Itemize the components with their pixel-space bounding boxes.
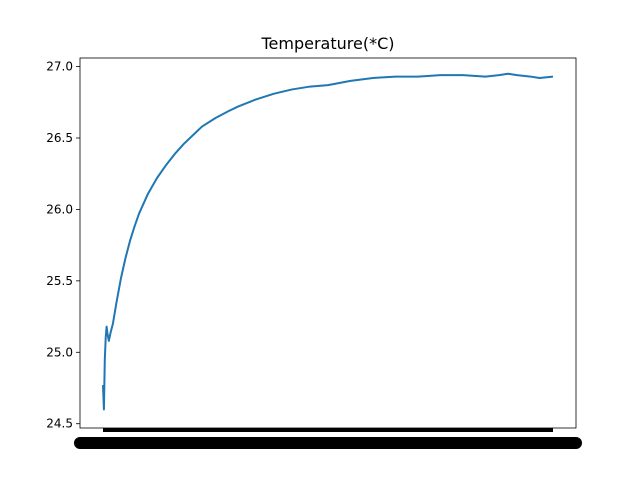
x-tick-marks-dense	[103, 428, 553, 432]
plot-frame	[79, 57, 577, 429]
y-tick-label: 27.0	[46, 60, 73, 74]
y-axis: 24.5 25.0 25.5 26.0 26.5 27.0	[46, 60, 80, 431]
series-layer	[102, 72, 554, 411]
y-tick-label: 25.0	[46, 345, 73, 359]
y-tick-label: 25.5	[46, 274, 73, 288]
x-tick-labels-dense	[74, 437, 582, 449]
y-tick-label: 26.0	[46, 202, 73, 216]
chart-title: Temperature(*C)	[260, 34, 394, 53]
temperature-series-line	[102, 72, 554, 411]
y-tick-label: 24.5	[46, 417, 73, 431]
y-tick-label: 26.5	[46, 131, 73, 145]
x-axis	[74, 428, 582, 449]
